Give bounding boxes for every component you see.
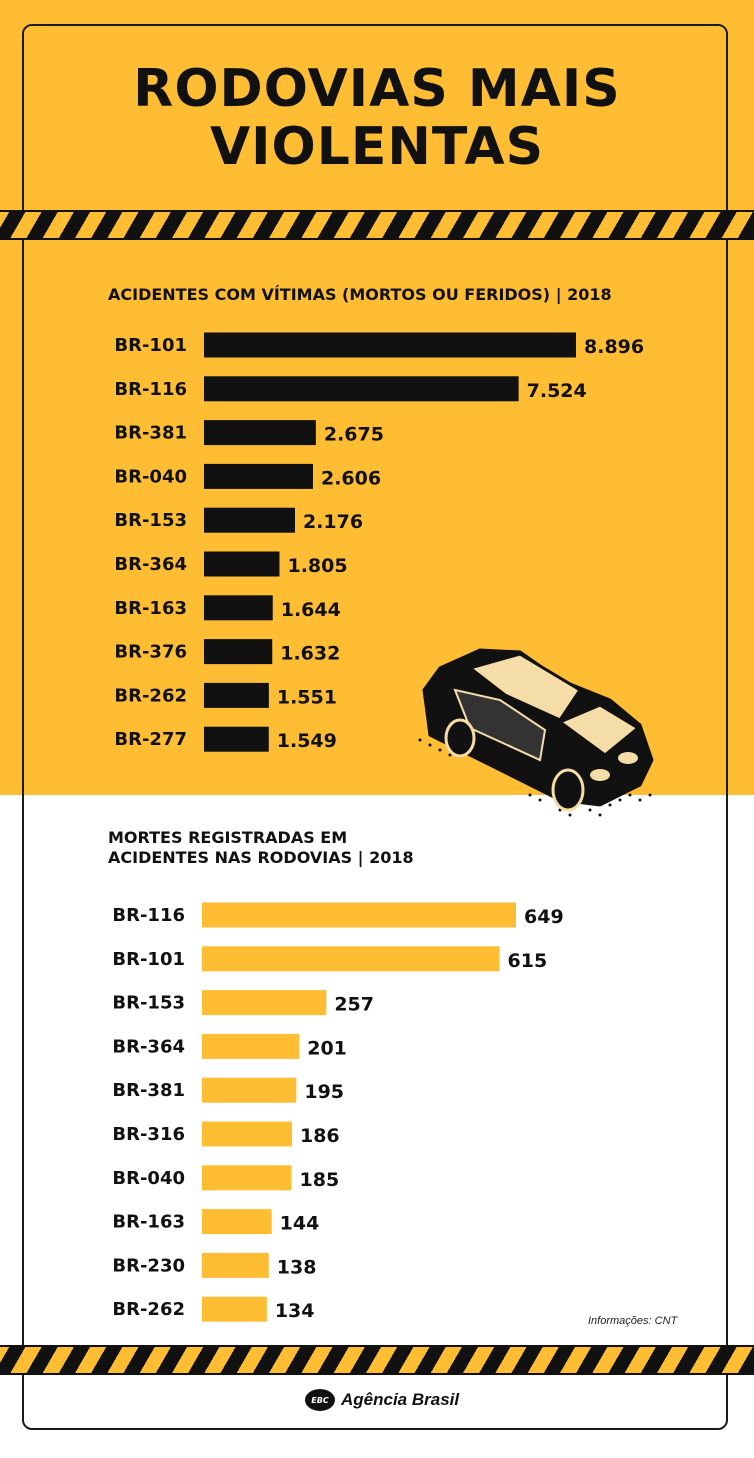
category-label: BR-153 [112,993,185,1014]
bar [204,595,273,621]
bar [202,1033,300,1059]
category-label: BR-040 [114,466,187,487]
bar [202,1209,272,1235]
value-label: 649 [524,906,564,928]
bar [202,946,500,972]
value-label: 201 [307,1037,347,1059]
value-label: 2.675 [324,424,384,446]
category-label: BR-364 [112,1036,185,1057]
title-line-2: VIOLENTAS [209,117,545,177]
bar [204,376,519,402]
category-label: BR-230 [112,1255,185,1276]
title-line-1: RODOVIAS MAIS [133,59,621,119]
bar [204,551,280,577]
bar [204,682,269,708]
value-label: 615 [508,950,548,972]
category-label: BR-262 [112,1299,185,1320]
category-label: BR-262 [114,685,187,706]
bar [204,332,576,358]
hazard-stripe-top [0,210,754,240]
bar [202,1252,269,1278]
chart1-bars: BR-101 8.896 BR-116 7.524 BR-381 2.675 BR-040 2… [114,332,644,752]
infographic-frame [22,24,728,1430]
category-label: BR-116 [112,905,185,926]
bar [204,420,316,446]
ebc-logo-badge: EBC [305,1389,335,1411]
frame-top-panel [24,26,726,795]
category-label: BR-040 [112,1168,185,1189]
category-label: BR-116 [114,379,187,400]
value-label: 7.524 [527,380,587,402]
value-label: 257 [334,994,374,1016]
logo-text: Agência Brasil [341,1390,460,1409]
value-label: 134 [275,1300,315,1322]
value-label: 2.606 [321,467,381,489]
bar [202,1165,292,1191]
category-label: BR-163 [112,1212,185,1233]
category-label: BR-381 [114,423,187,444]
bar [204,639,273,665]
category-label: BR-153 [114,510,187,531]
bar [204,463,313,489]
value-label: 1.632 [280,643,340,665]
value-label: 195 [304,1081,344,1103]
bar [204,507,295,533]
bar [202,1121,292,1147]
value-label: 1.805 [287,555,347,577]
value-label: 1.551 [277,686,337,708]
category-label: BR-163 [114,598,187,619]
agencia-brasil-logo: EBC Agência Brasil [305,1389,459,1411]
source-note: Informações: CNT [588,1315,678,1327]
bar [204,726,269,752]
page-title: RODOVIAS MAIS VIOLENTAS [0,60,754,176]
category-label: BR-101 [114,335,187,356]
chart1-title: ACIDENTES COM VÍTIMAS (MORTOS OU FERIDOS… [108,285,612,304]
value-label: 2.176 [303,511,363,533]
category-label: BR-381 [112,1080,185,1101]
category-label: BR-364 [114,554,187,575]
category-label: BR-277 [114,729,187,750]
bar [202,902,516,928]
bar [202,1077,297,1103]
bar [202,1296,267,1322]
category-label: BR-101 [112,949,185,970]
car-icon [418,648,654,817]
value-label: 1.549 [277,730,337,752]
value-label: 1.644 [281,599,341,621]
chart2-title: MORTES REGISTRADAS EM ACIDENTES NAS RODO… [108,828,414,867]
value-label: 144 [280,1213,320,1235]
value-label: 186 [300,1125,340,1147]
value-label: 138 [277,1256,317,1278]
chart2-bars: BR-116 649 BR-101 615 BR-153 257 BR-364 201 BR-3… [112,902,564,1322]
value-label: 8.896 [584,336,644,358]
value-label: 185 [300,1169,340,1191]
category-label: BR-376 [114,642,187,663]
bar [202,990,327,1016]
category-label: BR-316 [112,1124,185,1145]
hazard-stripe-bottom [0,1345,754,1375]
